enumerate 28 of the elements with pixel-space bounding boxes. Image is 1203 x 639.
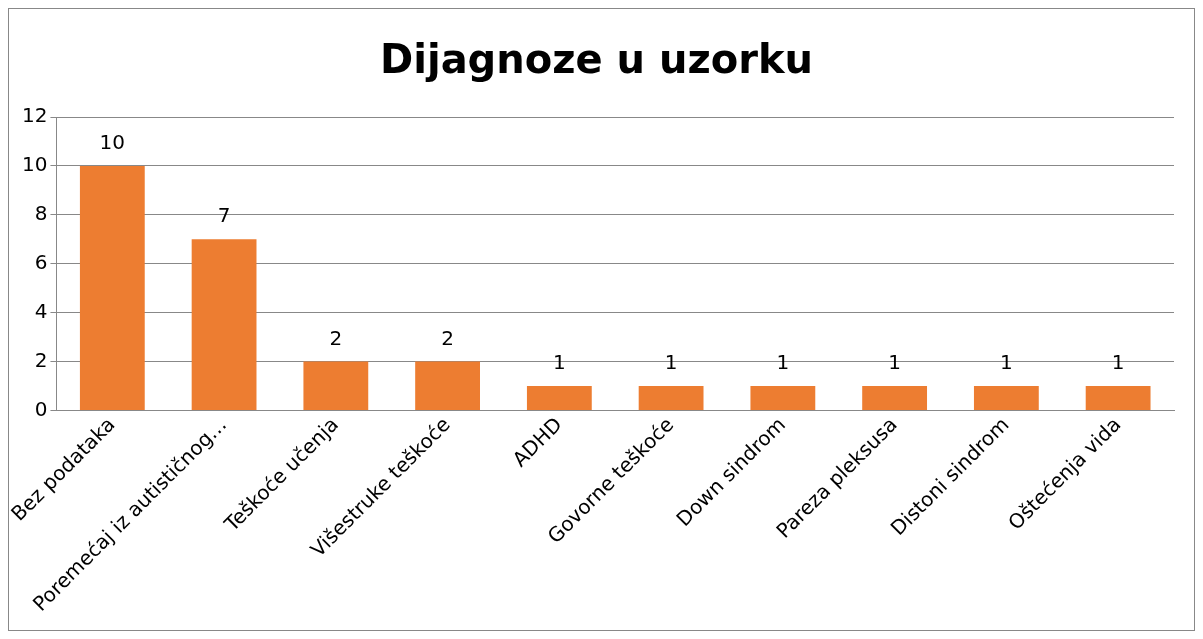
data-label: 1 (552, 350, 566, 375)
data-label: 7 (217, 203, 231, 228)
bar (415, 361, 480, 410)
chart-title: Dijagnoze u uzorku (380, 36, 813, 83)
y-tick-label: 8 (34, 201, 48, 226)
data-label: 2 (441, 325, 454, 350)
bar (750, 386, 816, 410)
data-label: 1 (888, 350, 901, 375)
bar (973, 386, 1039, 410)
y-tick-label: 2 (34, 347, 48, 372)
y-tick-label: 6 (34, 249, 48, 274)
bar (526, 386, 592, 410)
y-tick-label: 10 (22, 152, 48, 177)
bar (303, 361, 369, 410)
bar (862, 386, 928, 410)
data-label: 1 (1000, 350, 1013, 375)
bar (79, 165, 145, 410)
bar (191, 239, 257, 410)
bar (1085, 386, 1151, 410)
data-label: 1 (776, 350, 790, 375)
data-label: 1 (664, 350, 678, 375)
data-label: 1 (1111, 350, 1125, 375)
bar (638, 386, 704, 410)
data-label: 10 (99, 130, 126, 155)
y-tick-label: 4 (34, 298, 48, 323)
y-tick-label: 0 (34, 396, 48, 421)
data-label: 2 (329, 325, 343, 350)
y-tick-label: 12 (22, 103, 48, 128)
